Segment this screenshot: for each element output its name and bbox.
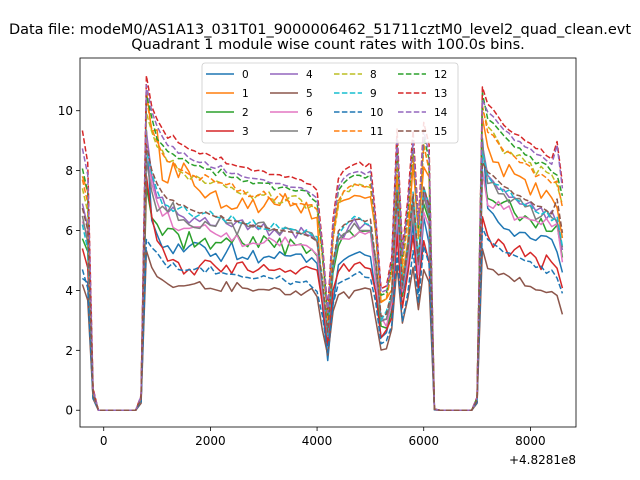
- y-tick-label: 8: [65, 164, 73, 178]
- series-line-10: [81, 227, 564, 411]
- x-tick-label: 8000: [515, 434, 546, 448]
- legend-label-3: 3: [242, 126, 249, 138]
- legend-label-7: 7: [306, 126, 313, 138]
- legend-label-13: 13: [434, 88, 447, 100]
- legend-label-10: 10: [370, 107, 383, 119]
- legend-label-2: 2: [242, 107, 249, 119]
- y-tick-label: 2: [65, 344, 73, 358]
- legend-label-0: 0: [242, 69, 249, 81]
- x-tick-label: 6000: [408, 434, 439, 448]
- series-line-3: [81, 175, 564, 411]
- y-tick-label: 6: [65, 224, 73, 238]
- legend-label-15: 15: [434, 126, 447, 138]
- x-tick-label: 2000: [195, 434, 226, 448]
- x-tick-label: 4000: [302, 434, 333, 448]
- legend-label-14: 14: [434, 107, 448, 119]
- legend-label-5: 5: [306, 88, 313, 100]
- chart-title: Quadrant 1 module wise count rates with …: [131, 37, 525, 53]
- axes-frame: [79, 57, 577, 428]
- series-line-0: [81, 129, 564, 411]
- y-tick-label: 10: [58, 104, 73, 118]
- y-tick-label: 4: [65, 284, 73, 298]
- series-line-14: [81, 84, 564, 411]
- series-layer: [81, 74, 564, 411]
- legend-label-4: 4: [306, 69, 313, 81]
- legend-label-8: 8: [370, 69, 377, 81]
- y-tick-label: 0: [65, 404, 73, 418]
- series-line-5: [81, 248, 564, 411]
- figure-suptitle: Data file: modeM0/AS1A13_031T01_90000064…: [8, 22, 632, 38]
- legend-label-11: 11: [370, 126, 383, 138]
- legend-label-12: 12: [434, 69, 447, 81]
- legend-label-1: 1: [242, 88, 249, 100]
- x-offset-label: +4.8281e8: [509, 453, 576, 467]
- legend-box: [201, 62, 459, 144]
- x-tick-label: 0: [100, 434, 108, 448]
- legend-label-9: 9: [370, 88, 377, 100]
- legend-label-6: 6: [306, 107, 313, 119]
- series-line-9: [81, 149, 564, 411]
